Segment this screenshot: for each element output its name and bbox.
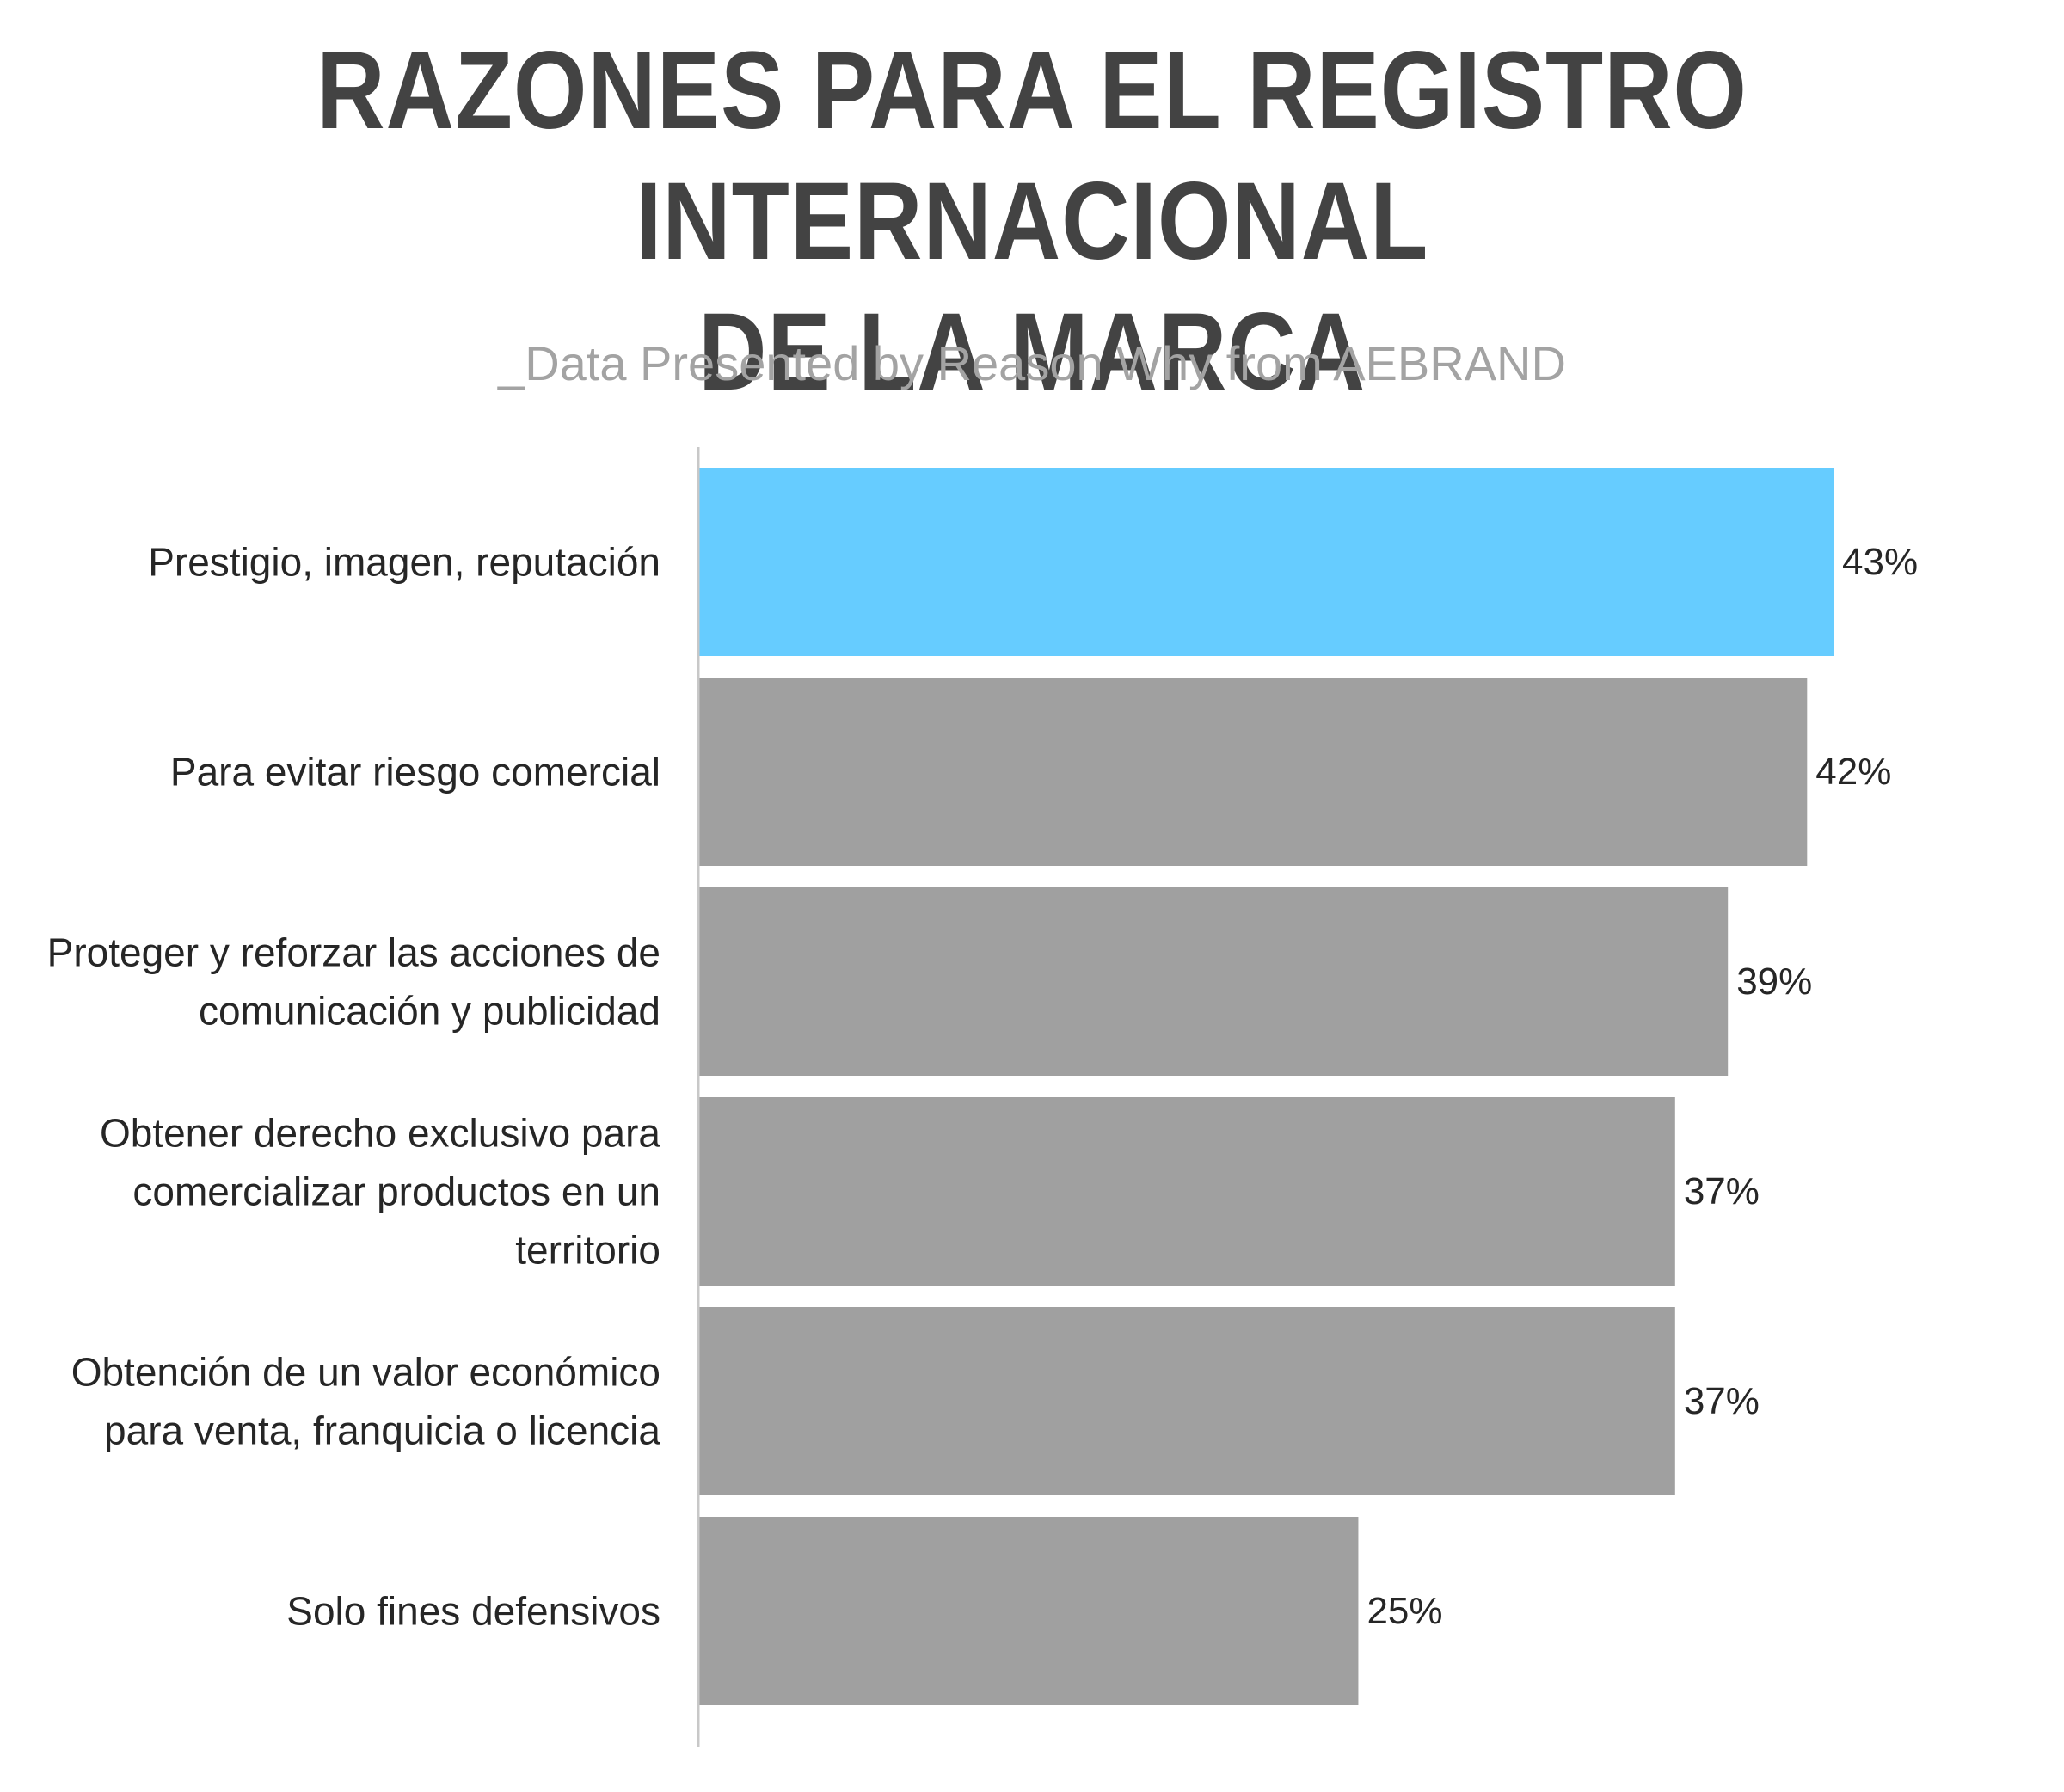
bars-group xyxy=(698,468,1834,1705)
bar-3 xyxy=(698,887,1729,1076)
value-label-1: 43% xyxy=(1842,541,1918,583)
category-label-1-line-1: Prestigio, imagen, reputación xyxy=(148,540,660,585)
value-label-5: 37% xyxy=(1684,1380,1760,1422)
category-label-4-line-2: comercializar productos en un xyxy=(132,1169,660,1214)
category-label-2: Para evitar riesgo comercial xyxy=(170,750,660,795)
chart-title-line-2: DE LA MARCA xyxy=(698,291,1366,414)
chart-title: RAZONES PARA EL REGISTRO INTERNACIONAL D… xyxy=(144,26,1920,418)
value-labels-group: 43% 42% 39% 37% 37% 25% xyxy=(1367,541,1918,1632)
category-label-4: Obtener derecho exclusivo para comerciali… xyxy=(100,1111,660,1273)
category-label-4-line-3: territorio xyxy=(515,1228,660,1273)
category-label-4-line-1: Obtener derecho exclusivo para xyxy=(100,1111,660,1156)
value-label-6: 25% xyxy=(1367,1590,1442,1632)
value-label-4: 37% xyxy=(1684,1170,1760,1212)
bar-4 xyxy=(698,1097,1675,1286)
category-label-5-line-2: para venta, franquicia o licencia xyxy=(104,1408,660,1453)
bar-5 xyxy=(698,1307,1675,1495)
value-label-2: 42% xyxy=(1815,751,1891,793)
category-label-2-line-1: Para evitar riesgo comercial xyxy=(170,750,660,795)
category-label-1: Prestigio, imagen, reputación xyxy=(148,540,660,585)
chart-title-line-1: RAZONES PARA EL REGISTRO INTERNACIONAL xyxy=(316,29,1748,283)
category-label-3: Proteger y reforzar las acciones de comun… xyxy=(47,930,660,1034)
category-label-6-line-1: Solo fines defensivos xyxy=(286,1589,660,1634)
bar-6 xyxy=(698,1517,1359,1705)
category-labels-group: Prestigio, imagen, reputación Para evitar… xyxy=(47,540,661,1634)
bar-2 xyxy=(698,678,1808,866)
value-label-3: 39% xyxy=(1736,960,1812,1003)
category-label-3-line-2: comunicación y publicidad xyxy=(199,989,660,1034)
category-label-5: Obtención de un valor económico para vent… xyxy=(71,1350,661,1453)
category-label-5-line-1: Obtención de un valor económico xyxy=(71,1350,660,1395)
chart-subtitle: _Data Presented by Reason Why from AEBRA… xyxy=(498,336,1566,390)
category-label-3-line-1: Proteger y reforzar las acciones de xyxy=(47,930,660,975)
bar-1 xyxy=(698,468,1834,656)
category-label-6: Solo fines defensivos xyxy=(286,1589,660,1634)
